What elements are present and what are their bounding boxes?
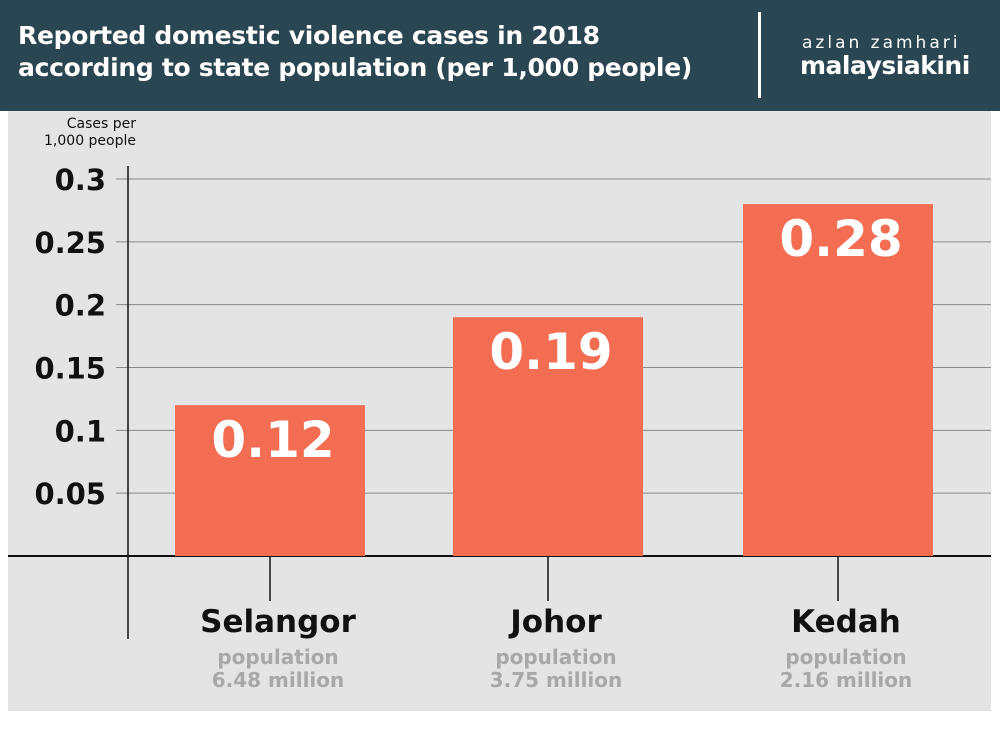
x-category-label: Kedah	[791, 604, 901, 640]
category-population-note: 2.16 million	[780, 668, 913, 692]
x-category-label: Johor	[508, 604, 602, 640]
author-credit: azlan zamhari	[802, 33, 961, 53]
header-divider	[758, 12, 761, 98]
bar-johor	[453, 317, 643, 556]
category-population-note: 6.48 million	[212, 668, 345, 692]
chart-title: Reported domestic violence cases in 2018…	[18, 21, 692, 82]
y-tick-label: 0.25	[34, 226, 106, 260]
bar-value-label: 0.19	[489, 323, 612, 381]
category-population-note: 3.75 million	[490, 668, 623, 692]
y-tick-label: 0.15	[34, 352, 106, 386]
bar-selangor	[175, 405, 365, 556]
y-tick-label: 0.05	[34, 477, 106, 511]
y-tick-label: 0.1	[55, 414, 106, 448]
y-tick-label: 0.2	[55, 289, 106, 323]
chart-area: 0.05 0.1 0.15 0.2 0.25 0.3 Cases per 1,000 peop…	[8, 111, 991, 711]
x-category-label: Selangor	[200, 604, 356, 640]
header-banner: Reported domestic violence cases in 2018…	[0, 0, 1000, 111]
category-population-note: population	[495, 645, 616, 669]
category-population-note: population	[217, 645, 338, 669]
bar-kedah	[743, 204, 933, 556]
bar-value-label: 0.12	[211, 411, 334, 469]
brand-logo-text: malaysiakini	[800, 51, 970, 80]
y-tick-label: 0.3	[55, 163, 106, 197]
category-population-note: population	[785, 645, 906, 669]
bar-value-label: 0.28	[779, 210, 902, 268]
y-axis-title: 1,000 people	[44, 133, 136, 149]
y-axis-title: Cases per	[67, 116, 137, 132]
